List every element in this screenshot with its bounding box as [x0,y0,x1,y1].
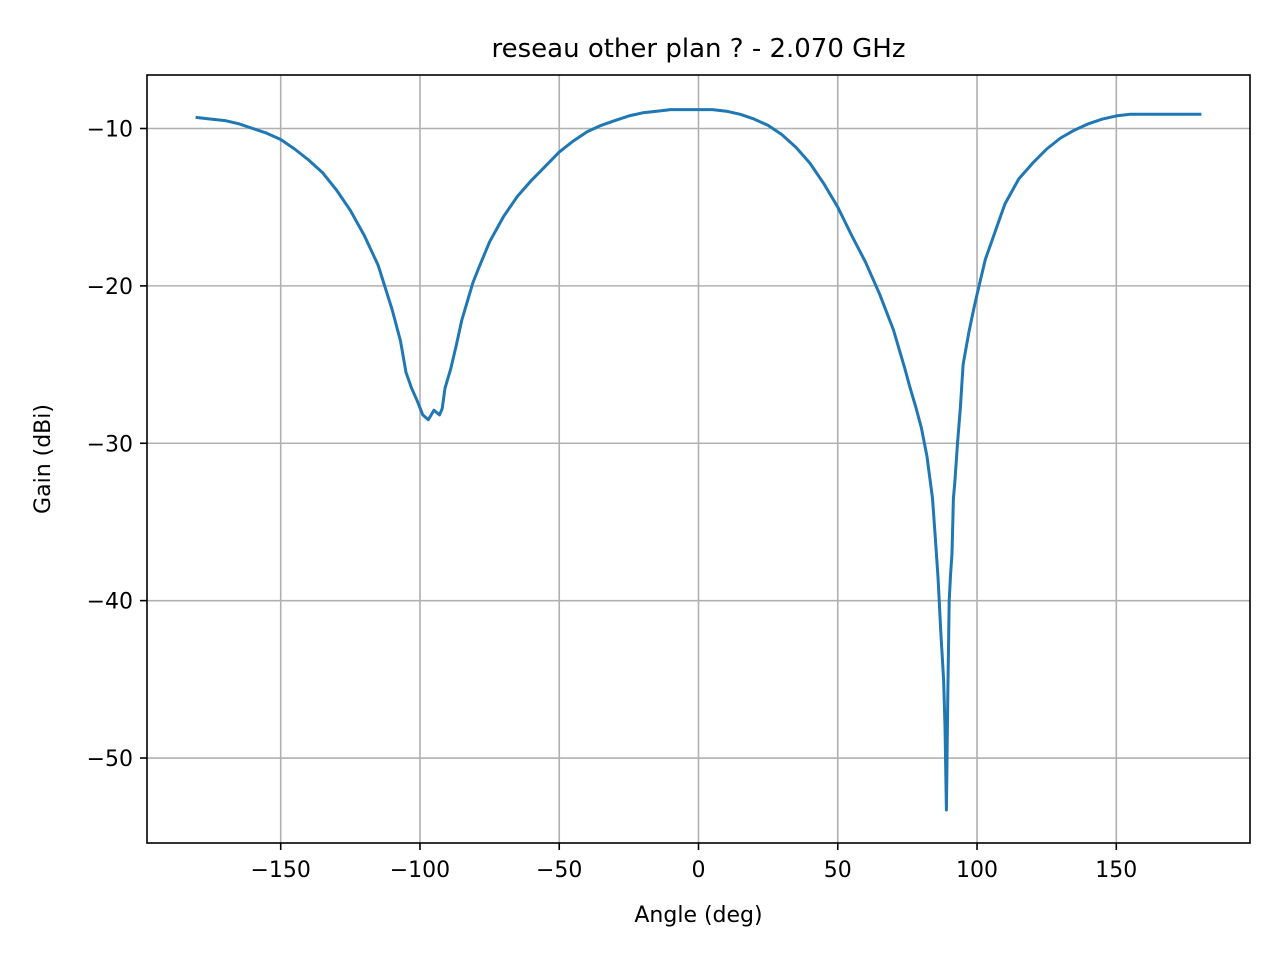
x-tick-label: 0 [692,858,706,883]
ticks: −150 −100 −50 0 50 100 150 −10 −20 −30 −40 −50 [87,118,1138,883]
grid [147,75,1250,843]
y-tick-label: −50 [87,747,133,772]
chart-title: reseau other plan ? - 2.070 GHz [491,34,905,64]
x-tick-label: −150 [250,858,310,883]
y-tick-label: −40 [87,590,133,615]
series-layer [195,108,1202,812]
x-tick-label: −50 [536,858,582,883]
y-axis-label: Gain (dBi) [31,404,56,514]
y-tick-label: −10 [87,118,133,143]
x-axis-label: Angle (deg) [634,903,762,928]
x-tick-label: 100 [956,858,998,883]
x-tick-label: −100 [390,858,450,883]
y-tick-label: −30 [87,432,133,457]
x-tick-label: 150 [1095,858,1137,883]
series-line [195,108,1202,812]
y-tick-label: −20 [87,275,133,300]
x-tick-label: 50 [824,858,852,883]
